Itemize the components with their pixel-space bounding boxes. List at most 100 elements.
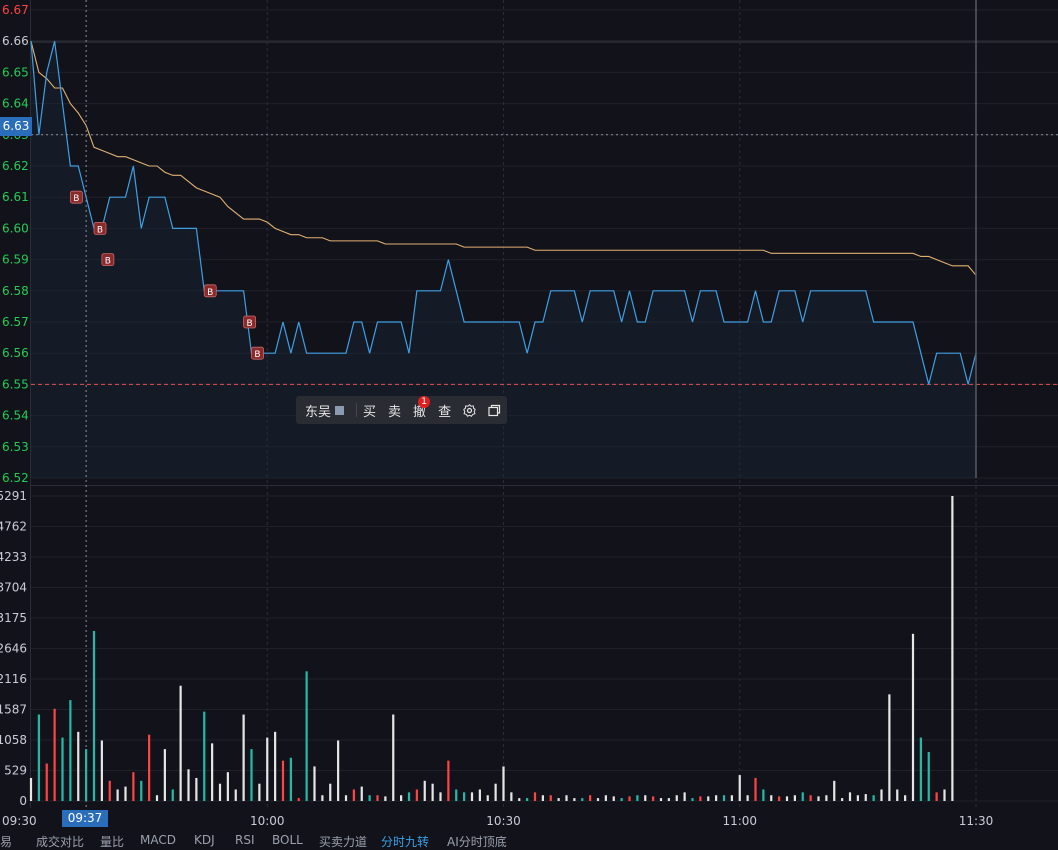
indicator-tab[interactable]: KDJ xyxy=(194,833,215,847)
volume-tick-label: 5291 xyxy=(0,489,27,503)
volume-bar xyxy=(880,789,883,801)
indicator-tab[interactable]: BOLL xyxy=(272,833,303,847)
volume-bar xyxy=(951,496,954,801)
buy-marker[interactable] xyxy=(203,284,217,298)
volume-bar xyxy=(675,795,678,801)
volume-bar xyxy=(659,798,663,801)
stock-name-button[interactable]: 东吴 xyxy=(296,396,356,424)
volume-bar xyxy=(715,795,718,801)
buy-marker[interactable] xyxy=(243,315,257,329)
volume-bar xyxy=(289,757,292,801)
volume-bar xyxy=(211,743,214,801)
volume-bar xyxy=(187,769,190,801)
price-tick-label: 6.55 xyxy=(2,377,29,391)
volume-bar xyxy=(943,789,946,801)
volume-bar xyxy=(376,795,379,801)
buy-button[interactable]: 买 xyxy=(363,404,377,420)
toolbar-divider xyxy=(356,403,358,417)
volume-bar xyxy=(37,714,40,801)
volume-bar xyxy=(730,795,733,801)
volume-bar xyxy=(904,795,907,801)
price-tick-label: 6.62 xyxy=(2,159,29,173)
volume-tick-label: 4233 xyxy=(0,550,27,564)
volume-bar xyxy=(801,792,804,801)
buy-marker-label: B xyxy=(254,350,260,360)
volume-tick-label: 2646 xyxy=(0,641,27,655)
volume-bar xyxy=(337,740,340,801)
volume-bar xyxy=(935,792,938,801)
volume-bar xyxy=(179,685,182,801)
volume-bar xyxy=(423,780,426,801)
volume-bar xyxy=(53,708,56,801)
sell-button[interactable]: 卖 xyxy=(388,404,402,420)
volume-bar xyxy=(518,798,521,801)
volume-bar xyxy=(856,795,859,801)
price-tick-label: 6.67 xyxy=(2,3,29,17)
popout-button[interactable] xyxy=(482,396,507,424)
volume-bar xyxy=(439,792,442,801)
query-button[interactable]: 查 xyxy=(438,404,452,420)
volume-bar xyxy=(581,798,584,801)
volume-bar xyxy=(770,795,773,801)
volume-bar xyxy=(778,796,781,801)
time-tick-label: 11:30 xyxy=(959,814,994,828)
cancel-count-badge: 1 xyxy=(418,396,431,408)
volume-bar xyxy=(242,714,245,801)
crosshair-price-label: 6.63 xyxy=(0,117,32,136)
window-icon xyxy=(488,404,501,416)
volume-bar xyxy=(872,795,875,801)
price-tick-label: 6.56 xyxy=(2,346,29,360)
settings-button[interactable] xyxy=(457,396,482,424)
price-tick-label: 6.53 xyxy=(2,440,29,454)
volume-bar xyxy=(313,766,316,801)
volume-bar xyxy=(431,783,434,801)
volume-bar xyxy=(848,792,852,801)
volume-bar xyxy=(100,740,103,801)
indicator-tab[interactable]: RSI xyxy=(235,833,255,847)
time-tick-label: 10:30 xyxy=(486,814,521,828)
cancel-order-button[interactable]: 撤 1 xyxy=(407,396,432,424)
time-tick-label: 11:00 xyxy=(722,814,757,828)
volume-bar xyxy=(305,671,308,801)
volume-bar xyxy=(573,798,576,801)
price-tick-label: 6.57 xyxy=(2,315,29,329)
volume-bar xyxy=(896,789,899,801)
buy-marker[interactable] xyxy=(101,253,115,267)
volume-bar xyxy=(612,796,615,801)
volume-bar xyxy=(746,795,749,801)
volume-bar xyxy=(911,633,915,801)
volume-bar xyxy=(344,795,348,801)
volume-bar xyxy=(407,792,411,801)
volume-bar xyxy=(274,731,277,801)
buy-marker[interactable] xyxy=(251,346,264,360)
volume-bar xyxy=(360,786,363,801)
volume-bar xyxy=(549,795,552,801)
buy-marker[interactable] xyxy=(93,221,107,235)
price-tick-label: 6.58 xyxy=(2,284,29,298)
volume-bar xyxy=(738,775,741,801)
volume-bar xyxy=(817,796,820,801)
volume-bar xyxy=(502,766,505,801)
volume-bar xyxy=(526,798,529,801)
volume-bar xyxy=(833,780,836,801)
crosshair-time-label: 09:37 xyxy=(62,810,108,827)
volume-bar xyxy=(620,798,623,801)
volume-bar xyxy=(77,731,80,801)
volume-bar xyxy=(281,760,285,801)
indicator-tab[interactable]: MACD xyxy=(140,833,176,847)
volume-bar xyxy=(589,795,592,801)
volume-tick-label: 1058 xyxy=(0,733,27,747)
volume-tick-label: 2116 xyxy=(0,672,27,686)
volume-bar xyxy=(329,783,332,801)
volume-bar xyxy=(116,789,119,801)
price-tick-label: 6.66 xyxy=(2,34,29,48)
volume-bar xyxy=(533,792,537,801)
volume-bar xyxy=(470,792,474,801)
buy-marker[interactable] xyxy=(69,190,83,204)
volume-tick-label: 3175 xyxy=(0,611,27,625)
price-tick-label: 6.61 xyxy=(2,190,29,204)
price-line xyxy=(30,41,977,385)
buy-marker-label: B xyxy=(207,288,213,298)
